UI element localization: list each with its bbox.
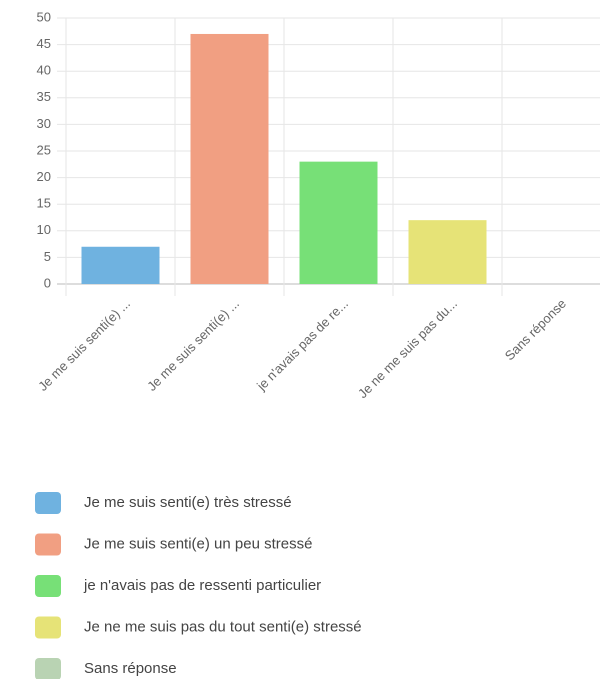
y-tick-label: 20 xyxy=(37,169,51,184)
x-tick-label: Je me suis senti(e) ... xyxy=(35,296,133,394)
y-tick-label: 30 xyxy=(37,116,51,131)
legend-label: Je me suis senti(e) très stressé xyxy=(84,494,292,511)
x-tick-label: je n'avais pas de re... xyxy=(253,296,351,394)
y-tick-label: 35 xyxy=(37,89,51,104)
x-tick-label: Je me suis senti(e) ... xyxy=(144,296,242,394)
bar xyxy=(81,246,160,284)
y-tick-label: 25 xyxy=(37,142,51,157)
legend-swatch xyxy=(35,658,61,679)
y-tick-label: 15 xyxy=(37,196,51,211)
legend-label: Je me suis senti(e) un peu stressé xyxy=(84,535,312,552)
legend-swatch xyxy=(35,533,61,556)
legend-label: Sans réponse xyxy=(84,660,177,677)
y-tick-label: 45 xyxy=(37,36,51,51)
legend-swatch xyxy=(35,575,61,597)
legend-swatch xyxy=(35,616,61,639)
y-tick-label: 10 xyxy=(37,222,51,237)
y-tick-label: 5 xyxy=(44,249,51,264)
bar xyxy=(299,161,378,284)
legend-label: Je ne me suis pas du tout senti(e) stres… xyxy=(84,618,362,635)
legend-swatch xyxy=(35,492,61,514)
x-tick-label: Sans réponse xyxy=(502,296,569,363)
y-tick-label: 0 xyxy=(44,275,51,290)
legend-label: je n'avais pas de ressenti particulier xyxy=(83,577,321,594)
x-tick-label: Je ne me suis pas du... xyxy=(355,296,460,401)
y-tick-label: 50 xyxy=(37,9,51,24)
y-tick-label: 40 xyxy=(37,63,51,78)
bar xyxy=(190,33,269,285)
bar xyxy=(408,220,487,284)
